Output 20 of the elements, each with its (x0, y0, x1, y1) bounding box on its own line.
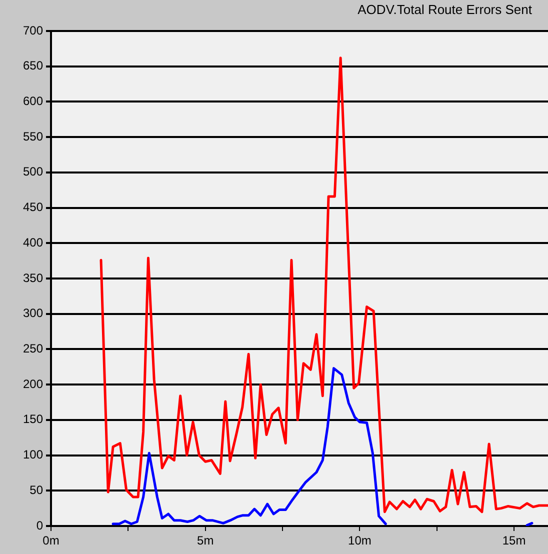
y-tick-label: 350 (22, 270, 44, 285)
chart-title: AODV.Total Route Errors Sent (356, 1, 533, 19)
y-tick-label: 450 (22, 200, 44, 214)
y-tick-label: 600 (22, 94, 44, 108)
x-tick-label: 5m (197, 534, 214, 548)
y-tick-label: 300 (22, 306, 44, 320)
y-tick-label: 700 (22, 23, 44, 38)
y-tick-label: 100 (22, 448, 44, 462)
x-tick-label: 15m (502, 534, 526, 548)
y-tick-label: 400 (22, 235, 44, 250)
y-tick-label: 50 (30, 482, 44, 497)
y-tick-label: 500 (22, 164, 44, 179)
y-tick-label: 200 (22, 376, 44, 391)
y-tick-label: 650 (22, 58, 44, 73)
x-tick-label: 10m (348, 534, 372, 548)
x-tick-label: 0m (42, 534, 60, 548)
y-tick-label: 250 (22, 342, 44, 356)
y-tick-label: 550 (22, 129, 44, 144)
y-tick-label: 0 (36, 518, 44, 532)
y-tick-label: 150 (22, 412, 44, 426)
